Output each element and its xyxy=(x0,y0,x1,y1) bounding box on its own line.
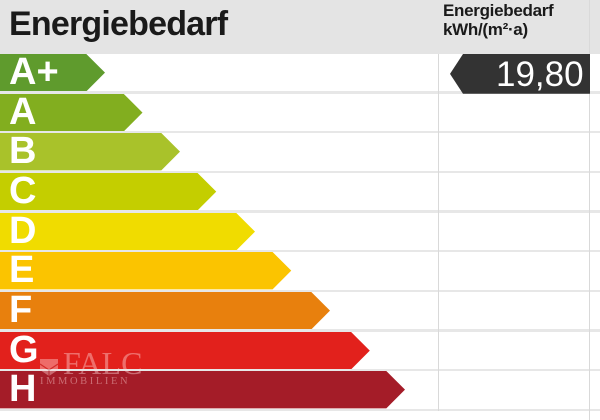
svg-text:IMMOBILIEN: IMMOBILIEN xyxy=(40,376,130,387)
